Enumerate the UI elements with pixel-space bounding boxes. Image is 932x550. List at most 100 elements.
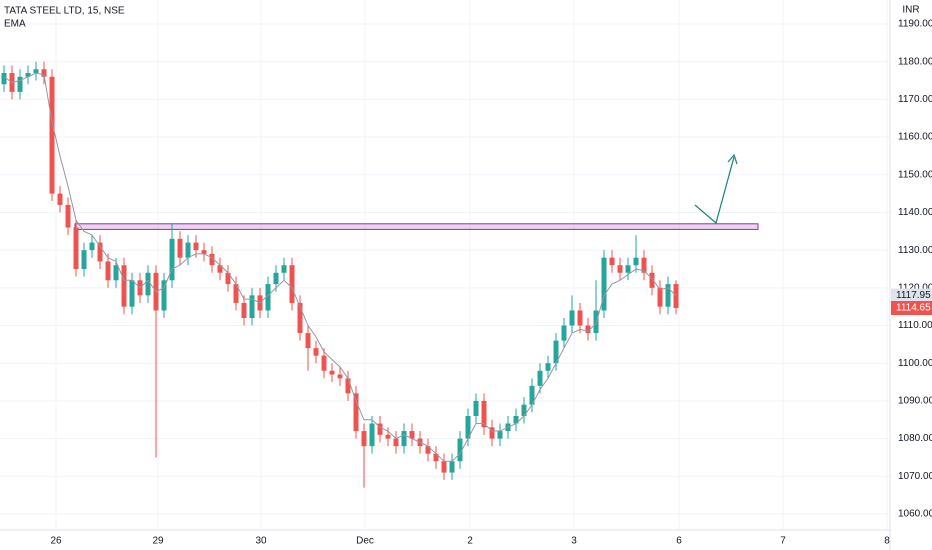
candle-body — [65, 204, 71, 228]
x-tick-label: 6 — [676, 536, 682, 547]
candle-body — [545, 363, 551, 371]
candle-body — [401, 431, 407, 447]
last-price-label: 1114.65 — [896, 303, 931, 314]
candle-body — [1, 73, 7, 85]
candle-body — [297, 302, 303, 334]
candle-body — [89, 242, 95, 251]
candle-body — [337, 374, 343, 379]
last-price-tag — [891, 301, 932, 316]
candle-body — [353, 393, 359, 432]
candle-body — [633, 257, 639, 266]
candle-body — [561, 325, 567, 341]
candle-body — [25, 73, 31, 77]
x-tick-label: 30 — [255, 536, 267, 547]
x-tick-label: 26 — [50, 536, 62, 547]
ema-price-label: 1117.95 — [896, 290, 931, 301]
y-tick-label: 1170.00 — [898, 94, 932, 105]
y-tick-label: 1120.00 — [898, 282, 932, 293]
candle-body — [129, 280, 135, 307]
candle-body — [497, 431, 503, 439]
candle-body — [281, 265, 287, 273]
candle-body — [457, 438, 463, 462]
candle-body — [193, 242, 199, 251]
y-tick-label: 1180.00 — [898, 56, 932, 67]
y-tick-label: 1060.00 — [898, 509, 932, 520]
candle-body — [489, 427, 495, 439]
y-tick-label: 1100.00 — [898, 358, 932, 369]
ema-line — [3, 72, 677, 462]
candle-body — [585, 325, 591, 334]
candle-body — [217, 265, 223, 273]
candle-body — [385, 434, 391, 439]
candle-body — [481, 400, 487, 428]
y-tick-label: 1070.00 — [898, 471, 932, 482]
candle-body — [433, 453, 439, 462]
candle-body — [529, 385, 535, 405]
candle-body — [369, 423, 375, 447]
candle-body — [185, 242, 191, 258]
candle-body — [145, 272, 151, 296]
candle-body — [241, 302, 247, 318]
candle-body — [169, 238, 175, 281]
candle-body — [377, 423, 383, 435]
x-tick-label: Dec — [356, 536, 374, 547]
candle-body — [601, 257, 607, 311]
candle-body — [49, 76, 55, 194]
projection-arrow — [694, 156, 735, 225]
candle-body — [649, 272, 655, 288]
candle-body — [441, 461, 447, 473]
candle-body — [305, 333, 311, 349]
candle-body — [329, 370, 335, 375]
candle-body — [617, 265, 623, 273]
candle-body — [513, 415, 519, 424]
candle-body — [97, 242, 103, 262]
candle-body — [265, 284, 271, 311]
candle-body — [641, 257, 647, 273]
candle-body — [201, 250, 207, 254]
candle-body — [209, 253, 215, 266]
candle-body — [57, 193, 63, 205]
candle-body — [249, 295, 255, 318]
candle-body — [113, 265, 119, 281]
candle-body — [361, 431, 367, 447]
candle-body — [657, 287, 663, 307]
symbol-title: TATA STEEL LTD, 15, NSE — [4, 6, 125, 17]
currency-label: INR — [902, 5, 919, 16]
candle-body — [569, 310, 575, 326]
resistance-zone — [74, 223, 759, 230]
candle-body — [73, 227, 79, 269]
y-tick-label: 1190.00 — [898, 19, 932, 30]
ema-price-tag — [891, 288, 932, 303]
candle-body — [289, 265, 295, 303]
axes: 1060.00 1070.00 1080.00 1090.00 1100.00 1110.… — [50, 19, 932, 547]
candle-body — [161, 280, 167, 311]
candle-body — [465, 415, 471, 439]
candle-body — [105, 261, 111, 281]
candle-body — [81, 250, 87, 269]
candle-body — [41, 69, 47, 77]
candle-body — [425, 446, 431, 454]
indicator-label: EMA — [4, 19, 26, 30]
candle-body — [553, 340, 559, 364]
candle-body — [449, 461, 455, 473]
candle-body — [233, 284, 239, 303]
candle-body — [273, 272, 279, 285]
candle-body — [473, 400, 479, 416]
candle-body — [609, 257, 615, 266]
candle-body — [625, 265, 631, 273]
x-tick-label: 7 — [780, 536, 786, 547]
y-tick-label: 1080.00 — [898, 433, 932, 444]
candle-body — [313, 348, 319, 356]
candle-body — [665, 284, 671, 307]
candle-body — [537, 370, 543, 386]
candle-body — [393, 438, 399, 447]
y-tick-label: 1130.00 — [898, 245, 932, 256]
candle-body — [33, 69, 39, 74]
candle-body — [409, 431, 415, 439]
candle-body — [673, 284, 679, 309]
grid — [0, 0, 890, 530]
candle-body — [577, 310, 583, 326]
candle-body — [177, 238, 183, 258]
